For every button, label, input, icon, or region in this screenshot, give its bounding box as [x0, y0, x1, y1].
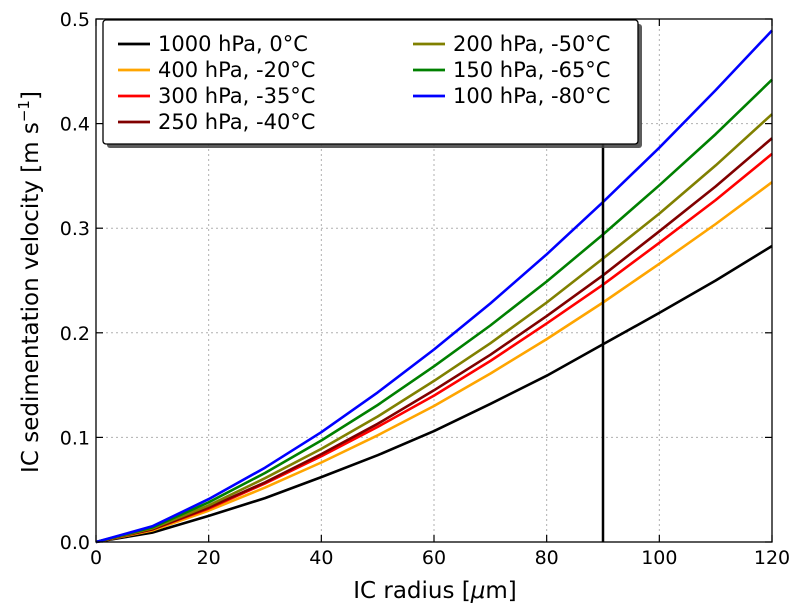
- y-tick-label: 0.3: [60, 218, 90, 240]
- legend-label: 300 hPa, -35°C: [158, 84, 315, 108]
- x-tick-label: 100: [641, 547, 677, 569]
- series-line: [95, 137, 773, 544]
- legend-entry: 250 hPa, -40°C: [118, 110, 315, 134]
- series-line: [95, 181, 773, 544]
- x-tick-label: 80: [535, 547, 559, 569]
- y-tick-label: 0.5: [60, 9, 90, 31]
- legend-label: 150 hPa, -65°C: [453, 58, 610, 82]
- x-tick-label: 40: [309, 547, 333, 569]
- y-tick-labels: 0.0 0.1 0.2 0.3 0.4 0.5: [60, 9, 90, 554]
- y-tick-label: 0.4: [60, 114, 90, 136]
- y-tick-label: 0.2: [60, 323, 90, 345]
- y-tick-label: 0.0: [60, 532, 90, 554]
- series-line: [95, 113, 773, 544]
- legend-entry: 150 hPa, -65°C: [413, 58, 610, 82]
- legend-label: 100 hPa, -80°C: [453, 84, 610, 108]
- legend-entry: 300 hPa, -35°C: [118, 84, 315, 108]
- x-tick-label: 120: [754, 547, 790, 569]
- legend-entry: 400 hPa, -20°C: [118, 58, 315, 82]
- legend-label: 1000 hPa, 0°C: [158, 32, 308, 56]
- series-line: [95, 244, 773, 544]
- legend-label: 400 hPa, -20°C: [158, 58, 315, 82]
- x-tick-label: 0: [90, 547, 102, 569]
- series-line: [95, 78, 773, 544]
- x-tick-labels: 0 20 40 60 80 100 120: [90, 547, 790, 569]
- x-axis-label: IC radius [μm]: [353, 578, 517, 604]
- legend-entry: 1000 hPa, 0°C: [118, 32, 308, 56]
- legend-entry: 200 hPa, -50°C: [413, 32, 610, 56]
- legend-label: 250 hPa, -40°C: [158, 110, 315, 134]
- legend-entry: 100 hPa, -80°C: [413, 84, 610, 108]
- legend-label: 200 hPa, -50°C: [453, 32, 610, 56]
- y-tick-label: 0.1: [60, 427, 90, 449]
- series-line: [95, 29, 773, 544]
- series-lines: [95, 29, 773, 544]
- x-tick-label: 20: [197, 547, 221, 569]
- x-tick-label: 60: [422, 547, 446, 569]
- y-axis-label: IC sedimentation velocity [m s−1]: [15, 91, 44, 473]
